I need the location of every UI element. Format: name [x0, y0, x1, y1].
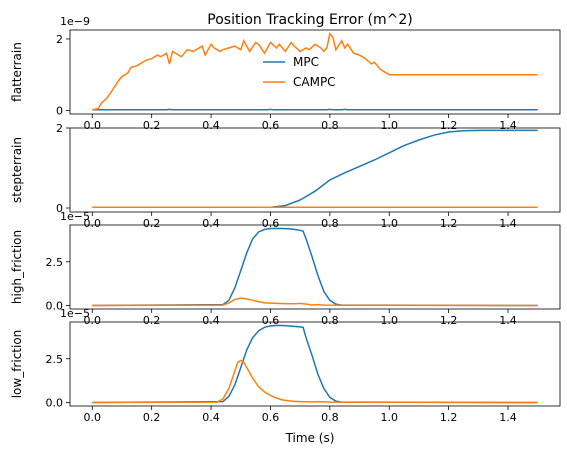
y-tick-label: 2.5 — [46, 353, 64, 366]
x-tick-label: 1.2 — [440, 217, 458, 230]
x-tick-label: 1.4 — [499, 314, 517, 327]
x-tick-label: 0.6 — [262, 119, 280, 132]
x-tick-label: 0.0 — [84, 411, 102, 424]
legend-label-campc: CAMPC — [293, 75, 336, 89]
x-tick-label: 0.4 — [202, 411, 220, 424]
y-axis-label: high_friction — [10, 230, 24, 304]
x-tick-label: 1.0 — [380, 217, 398, 230]
x-tick-label: 1.4 — [499, 119, 517, 132]
x-tick-label: 0.6 — [262, 314, 280, 327]
x-tick-label: 0.2 — [143, 119, 161, 132]
axis-scale-label: 1e−9 — [60, 15, 90, 28]
y-axis-label: stepterrain — [10, 137, 24, 203]
series-line-campc — [92, 359, 538, 404]
series-line-campc — [92, 297, 538, 307]
x-tick-label: 1.4 — [499, 411, 517, 424]
x-tick-label: 0.8 — [321, 314, 339, 327]
x-tick-label: 1.2 — [440, 411, 458, 424]
x-tick-label: 1.0 — [380, 119, 398, 132]
x-tick-label: 0.8 — [321, 411, 339, 424]
x-tick-label: 0.2 — [143, 411, 161, 424]
subplot-1: 0.0 0.2 0.4 0.6 0.8 1.0 1.2 1.4 0 2 flatterrain 1e−… — [10, 15, 561, 132]
y-tick-label: 2 — [56, 122, 63, 135]
x-tick-label: 0.6 — [262, 411, 280, 424]
subplot-panels: 0.0 0.2 0.4 0.6 0.8 1.0 1.2 1.4 0 2 flatterrain 1e−… — [10, 15, 561, 424]
series-line-mpc — [92, 227, 538, 307]
y-tick-label: 2.5 — [46, 256, 64, 269]
x-tick-label: 0.4 — [202, 314, 220, 327]
x-tick-label: 0.2 — [143, 314, 161, 327]
axes-frame — [69, 224, 561, 310]
x-axis-label: Time (s) — [285, 431, 335, 445]
axis-scale-label: 1e−5 — [60, 307, 90, 320]
series-line-mpc — [92, 324, 538, 404]
x-tick-label: 1.2 — [440, 314, 458, 327]
x-tick-label: 1.2 — [440, 119, 458, 132]
x-tick-label: 0.0 — [84, 217, 102, 230]
subplot-4: 0.0 0.2 0.4 0.6 0.8 1.0 1.2 1.4 0.0 2.5 low_fricti… — [10, 307, 561, 424]
series-line-mpc — [92, 129, 538, 208]
legend-label-mpc: MPC — [293, 55, 319, 69]
y-axis-label: low_friction — [10, 330, 24, 399]
x-tick-label: 0.2 — [143, 217, 161, 230]
x-tick-label: 0.8 — [321, 217, 339, 230]
x-tick-label: 0.0 — [84, 119, 102, 132]
y-axis-label: flatterrain — [10, 42, 24, 102]
x-tick-label: 0.8 — [321, 119, 339, 132]
axes-frame — [69, 29, 561, 115]
x-tick-label: 1.0 — [380, 314, 398, 327]
y-tick-label: 0.0 — [46, 300, 64, 313]
x-tick-label: 1.0 — [380, 411, 398, 424]
chart-title: Position Tracking Error (m^2) — [207, 12, 412, 28]
x-tick-label: 0.4 — [202, 217, 220, 230]
series-line-campc — [92, 31, 538, 111]
x-tick-label: 0.4 — [202, 119, 220, 132]
y-tick-label: 0.0 — [46, 397, 64, 410]
axes-frame — [69, 321, 561, 407]
y-tick-label: 2 — [56, 33, 63, 46]
subplot-2: 0.0 0.2 0.4 0.6 0.8 1.0 1.2 1.4 0 2 stepterrain — [10, 122, 561, 230]
x-tick-label: 0.0 — [84, 314, 102, 327]
y-tick-label: 0 — [56, 202, 63, 215]
axis-scale-label: 1e−5 — [60, 210, 90, 223]
subplot-3: 0.0 0.2 0.4 0.6 0.8 1.0 1.2 1.4 0.0 2.5 high_frict… — [10, 210, 561, 327]
y-tick-label: 0 — [56, 104, 63, 117]
x-tick-label: 0.6 — [262, 217, 280, 230]
axes-frame — [69, 127, 561, 213]
x-tick-label: 1.4 — [499, 217, 517, 230]
